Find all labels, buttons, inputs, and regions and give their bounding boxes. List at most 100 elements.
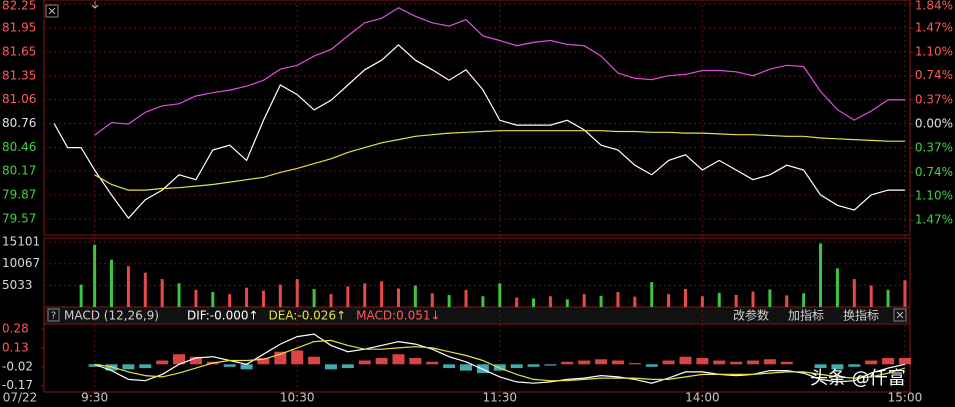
macd-bar: [611, 360, 624, 365]
macd-bar: [105, 364, 118, 371]
macd-bar: [358, 360, 371, 365]
macd-bar: [544, 364, 557, 366]
volume-bar: [413, 285, 417, 307]
volume-bar: [312, 288, 316, 307]
volume-bar: [717, 292, 721, 307]
y2-tick-label: 0.37%: [915, 92, 953, 106]
y-tick-label: 81.35: [2, 69, 36, 83]
x-tick-label: 15:00: [888, 391, 923, 405]
volume-bar: [126, 266, 130, 307]
volume-bar: [903, 280, 907, 307]
close-button[interactable]: [45, 4, 59, 18]
legend-entry: MACD:0.051↓: [356, 309, 440, 323]
macd-bar: [324, 364, 337, 370]
macd-line: [94, 339, 906, 382]
volume-bar: [785, 295, 789, 307]
volume-bar: [667, 294, 671, 307]
date-label: 07/22: [3, 391, 38, 405]
volume-bar: [498, 283, 502, 307]
close-icon: [48, 7, 56, 15]
y2-tick-label: 1.47%: [915, 212, 953, 226]
close-indicator-button[interactable]: [893, 308, 907, 322]
y-tick-label: 80.17: [2, 163, 36, 177]
volume-bar: [79, 284, 83, 307]
volume-bar: [346, 286, 350, 307]
close-indicator-icon: [896, 311, 904, 319]
volume-bar: [565, 299, 569, 307]
macd-bar: [122, 364, 135, 370]
x-tick-label: 14:00: [685, 391, 720, 405]
y-tick-label: 79.87: [2, 187, 36, 201]
y2-tick-label: 0.37%: [915, 141, 953, 155]
volume-bar: [447, 294, 451, 307]
volume-bar: [329, 294, 333, 307]
y-tick-label: 81.95: [2, 21, 36, 35]
series-line: [94, 130, 905, 191]
volume-bar: [177, 283, 181, 307]
macd-bar: [460, 364, 473, 371]
volume-bar: [295, 279, 299, 307]
macd-bar: [561, 361, 574, 365]
y-tick-label: 81.06: [2, 92, 36, 106]
macd-bar: [578, 360, 591, 365]
macd-bar: [679, 356, 692, 365]
indicator-button[interactable]: 换指标: [843, 308, 879, 323]
macd-bar: [173, 354, 186, 365]
indicator-button[interactable]: 加指标: [788, 308, 824, 323]
macd-bar: [426, 361, 439, 365]
macd-bar: [257, 358, 270, 365]
watermark: 头条 @仟富: [810, 368, 906, 389]
volume-bar: [464, 289, 468, 307]
help-button[interactable]: [47, 308, 60, 322]
y-tick-label: 15101: [2, 235, 40, 249]
y-tick-label: 80.46: [2, 140, 36, 154]
macd-bar: [409, 358, 422, 365]
volume-bar: [582, 294, 586, 307]
volume-bar: [515, 297, 519, 307]
macd-bar: [865, 360, 878, 365]
macd-bar: [780, 361, 793, 365]
volume-bar: [548, 296, 552, 307]
y-tick-label: 79.57: [2, 211, 36, 225]
volume-bar: [245, 287, 249, 307]
y2-tick-label: 1.10%: [915, 45, 953, 59]
y-tick-label: 0.13: [2, 340, 29, 354]
macd-bar: [814, 364, 827, 369]
macd-bar: [662, 360, 675, 365]
macd-bar: [443, 364, 456, 369]
volume-bar: [278, 284, 282, 307]
volume-bar: [852, 279, 856, 307]
macd-bar: [189, 356, 202, 365]
y2-tick-label: 0.00%: [915, 117, 953, 131]
series-line: [94, 7, 905, 136]
volume-bar: [616, 291, 620, 307]
legend-entry: DEA:-0.026↑: [269, 309, 347, 323]
volume-bar: [194, 289, 198, 307]
price-pane: [43, 0, 911, 236]
x-tick-label: 10:30: [280, 391, 315, 405]
volume-bar: [160, 279, 164, 307]
y-tick-label: 82.25: [2, 0, 36, 13]
y2-tick-label: 1.47%: [915, 21, 953, 35]
volume-bar: [532, 298, 536, 307]
volume-bar: [751, 291, 755, 307]
indicator-title: MACD (12,26,9): [64, 309, 159, 323]
macd-bar: [375, 358, 388, 365]
indicator-button[interactable]: 改参数: [733, 308, 769, 323]
volume-bar: [599, 295, 603, 307]
macd-bar: [308, 356, 321, 365]
macd-bar: [291, 350, 304, 365]
volume-bar: [143, 272, 147, 307]
volume-bar: [481, 296, 485, 307]
volume-bar: [835, 268, 839, 307]
volume-bar: [650, 282, 654, 307]
macd-bar: [696, 358, 709, 365]
volume-bar: [633, 296, 637, 307]
macd-bar: [341, 364, 354, 369]
macd-bar: [713, 360, 726, 365]
macd-bar: [156, 360, 169, 365]
volume-bar: [228, 294, 232, 307]
